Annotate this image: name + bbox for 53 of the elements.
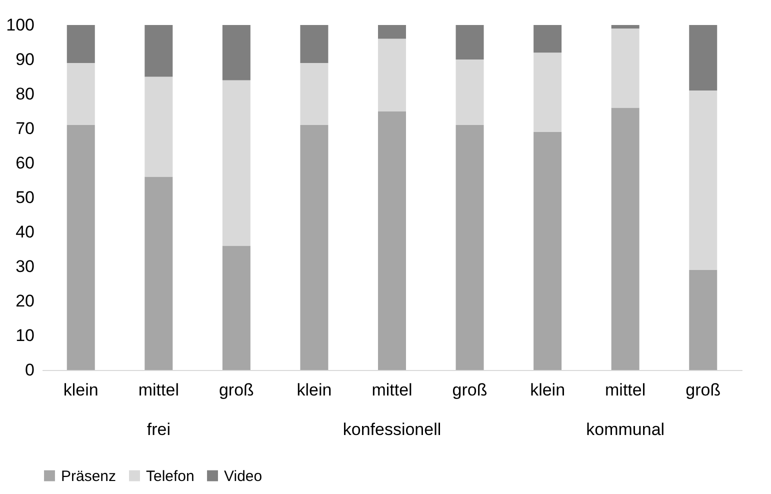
- bar: [222, 25, 250, 80]
- bar: [300, 25, 328, 63]
- text: konfessionell: [342, 420, 442, 439]
- bar: [534, 25, 562, 53]
- x-tick-label: groß: [452, 380, 488, 400]
- bar: [144, 76, 173, 177]
- y-tick-label: 0: [25, 360, 34, 380]
- y-tick-label: 50: [16, 188, 34, 207]
- bar: [378, 38, 406, 112]
- bar: [534, 52, 562, 132]
- bar: [534, 132, 562, 370]
- y-tick-label: 40: [16, 222, 34, 242]
- x-tick-label: groß: [218, 380, 254, 400]
- bar: [689, 90, 718, 270]
- y-tick-label: 10: [16, 326, 34, 345]
- bar: [689, 25, 718, 91]
- bar: [689, 270, 718, 370]
- legend-label: Video: [224, 468, 262, 485]
- x-tick-label: mittel: [605, 380, 646, 400]
- bar: [456, 25, 484, 60]
- y-tick-label: 20: [16, 292, 34, 310]
- y-tick-label: 90: [16, 50, 34, 69]
- x-tick-label: groß: [686, 380, 721, 400]
- x-tick-label: mittel: [138, 380, 179, 400]
- bar: [300, 62, 328, 126]
- bar: [456, 125, 484, 370]
- text: kommunal: [586, 420, 665, 439]
- bar: [378, 111, 406, 370]
- x-tick-label: klein: [63, 380, 98, 400]
- bar: [378, 25, 406, 39]
- bar: [611, 28, 640, 108]
- text: frei: [146, 420, 170, 439]
- y-tick-label: 100: [6, 16, 34, 34]
- bar: [456, 60, 484, 126]
- bar: [611, 25, 640, 28]
- legend-label: Telefon: [146, 468, 194, 485]
- bar: [611, 108, 640, 370]
- y-tick-label: 80: [16, 84, 34, 104]
- x-tick-label: klein: [296, 380, 332, 400]
- bar: [222, 246, 250, 370]
- bar: [144, 176, 173, 370]
- bar: [66, 62, 95, 126]
- y-tick-label: 60: [16, 154, 34, 172]
- bar: [66, 25, 95, 63]
- bar: [300, 125, 328, 370]
- legend-label: Präsenz: [61, 468, 116, 485]
- x-tick-label: mittel: [372, 380, 412, 400]
- y-tick-label: 70: [16, 119, 34, 138]
- y-tick-label: 30: [16, 257, 34, 276]
- x-tick-label: klein: [530, 380, 566, 400]
- bar: [222, 80, 250, 246]
- bar: [144, 25, 173, 77]
- bar: [66, 125, 95, 370]
